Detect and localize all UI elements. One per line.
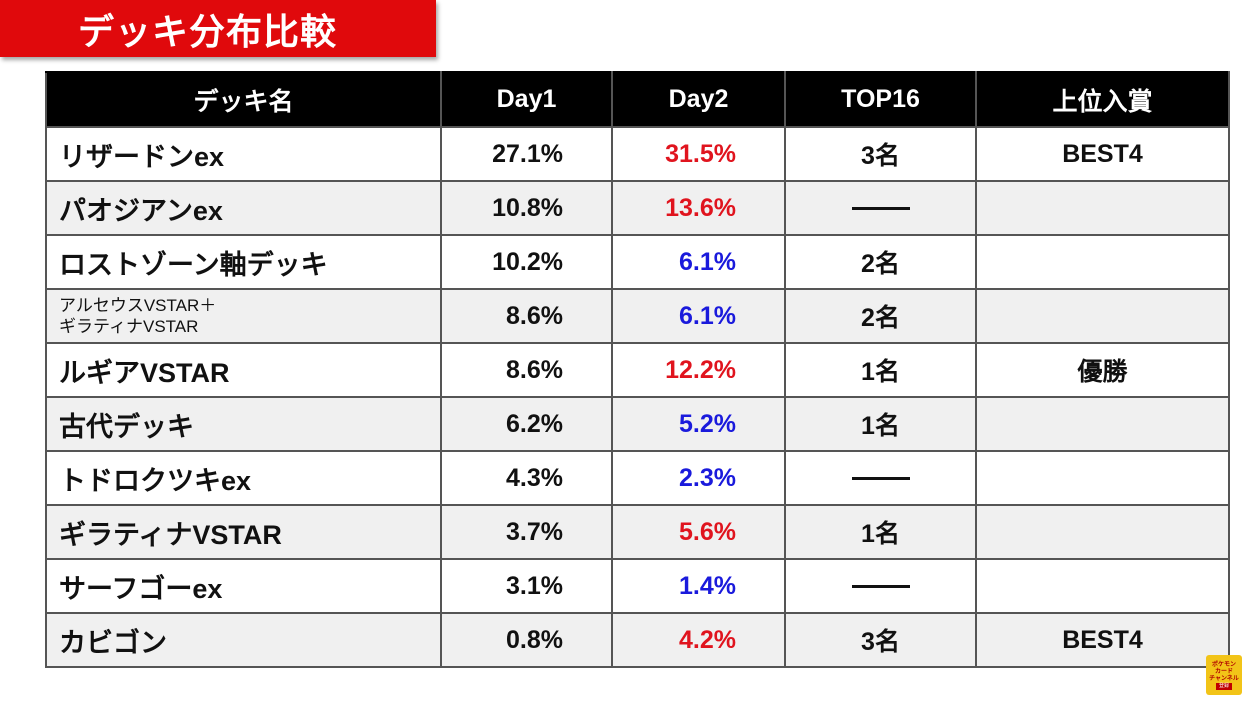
day2-cell: 1.4% bbox=[611, 558, 786, 614]
none-dash bbox=[851, 585, 910, 589]
prize-cell bbox=[975, 558, 1230, 614]
deck-name-cell: カビゴン bbox=[45, 612, 442, 668]
day2-cell: 31.5% bbox=[611, 126, 786, 182]
deck-name-cell: ギラティナVSTAR bbox=[45, 504, 442, 560]
day1-cell: 8.6% bbox=[440, 288, 613, 344]
table-row: パオジアンex 10.8% 13.6% bbox=[45, 180, 1230, 236]
deck-name-line: アルセウスVSTAR＋ bbox=[59, 296, 217, 315]
none-dash bbox=[851, 207, 910, 211]
top16-cell: 3名 bbox=[784, 612, 977, 668]
deck-name-cell: 古代デッキ bbox=[45, 396, 442, 452]
logo-text-line: ポケモン bbox=[1211, 660, 1236, 668]
deck-name-line: ギラティナVSTAR bbox=[59, 317, 199, 336]
day1-cell: 8.6% bbox=[440, 342, 613, 398]
day2-cell: 6.1% bbox=[611, 288, 786, 344]
logo-text-line: チャンネル bbox=[1209, 674, 1239, 682]
day2-cell: 4.2% bbox=[611, 612, 786, 668]
day1-cell: 3.1% bbox=[440, 558, 613, 614]
channel-logo[interactable]: ポケモン カード チャンネル 登録 bbox=[1206, 655, 1242, 695]
header-top16: TOP16 bbox=[784, 71, 977, 128]
day2-cell: 13.6% bbox=[611, 180, 786, 236]
top16-cell bbox=[784, 180, 977, 236]
day1-cell: 6.2% bbox=[440, 396, 613, 452]
top16-cell: 2名 bbox=[784, 288, 977, 344]
prize-cell: BEST4 bbox=[975, 612, 1230, 668]
top16-cell: 1名 bbox=[784, 342, 977, 398]
prize-cell bbox=[975, 288, 1230, 344]
header-deck-name: デッキ名 bbox=[45, 71, 442, 128]
day1-cell: 3.7% bbox=[440, 504, 613, 560]
header-prize: 上位入賞 bbox=[975, 71, 1230, 128]
table-row: リザードンex 27.1% 31.5% 3名 BEST4 bbox=[45, 126, 1230, 182]
deck-name-cell: アルセウスVSTAR＋ ギラティナVSTAR bbox=[45, 288, 442, 344]
table-row: カビゴン 0.8% 4.2% 3名 BEST4 bbox=[45, 612, 1230, 668]
table-row: アルセウスVSTAR＋ ギラティナVSTAR 8.6% 6.1% 2名 bbox=[45, 288, 1230, 344]
page-title: デッキ分布比較 bbox=[78, 11, 338, 53]
day2-cell: 5.6% bbox=[611, 504, 786, 560]
top16-cell: 3名 bbox=[784, 126, 977, 182]
none-dash bbox=[851, 477, 910, 481]
prize-cell bbox=[975, 180, 1230, 236]
deck-name-cell: パオジアンex bbox=[45, 180, 442, 236]
day1-cell: 0.8% bbox=[440, 612, 613, 668]
table-row: ルギアVSTAR 8.6% 12.2% 1名 優勝 bbox=[45, 342, 1230, 398]
deck-name-cell: トドロクツキex bbox=[45, 450, 442, 506]
day1-cell: 10.2% bbox=[440, 234, 613, 290]
prize-cell bbox=[975, 450, 1230, 506]
table-row: トドロクツキex 4.3% 2.3% bbox=[45, 450, 1230, 506]
top16-cell: 1名 bbox=[784, 396, 977, 452]
prize-cell: BEST4 bbox=[975, 126, 1230, 182]
day1-cell: 10.8% bbox=[440, 180, 613, 236]
deck-name-cell: ロストゾーン軸デッキ bbox=[45, 234, 442, 290]
table-row: ギラティナVSTAR 3.7% 5.6% 1名 bbox=[45, 504, 1230, 560]
top16-cell: 1名 bbox=[784, 504, 977, 560]
top16-cell bbox=[784, 558, 977, 614]
deck-name-cell: サーフゴーex bbox=[45, 558, 442, 614]
table-row: 古代デッキ 6.2% 5.2% 1名 bbox=[45, 396, 1230, 452]
header-day1: Day1 bbox=[440, 71, 613, 128]
header-day2: Day2 bbox=[611, 71, 786, 128]
prize-cell bbox=[975, 504, 1230, 560]
table-row: ロストゾーン軸デッキ 10.2% 6.1% 2名 bbox=[45, 234, 1230, 290]
top16-cell: 2名 bbox=[784, 234, 977, 290]
prize-cell bbox=[975, 396, 1230, 452]
deck-distribution-table-wrapper: デッキ名 Day1 Day2 TOP16 上位入賞 リザードンex 27.1% … bbox=[45, 71, 1230, 668]
day1-cell: 27.1% bbox=[440, 126, 613, 182]
prize-cell bbox=[975, 234, 1230, 290]
top16-cell bbox=[784, 450, 977, 506]
logo-text-line: カード bbox=[1214, 667, 1233, 675]
day2-cell: 12.2% bbox=[611, 342, 786, 398]
day2-cell: 5.2% bbox=[611, 396, 786, 452]
table-row: サーフゴーex 3.1% 1.4% bbox=[45, 558, 1230, 614]
title-banner: デッキ分布比較 bbox=[0, 0, 436, 57]
deck-name-cell: ルギアVSTAR bbox=[45, 342, 442, 398]
deck-distribution-table: デッキ名 Day1 Day2 TOP16 上位入賞 リザードンex 27.1% … bbox=[45, 71, 1230, 668]
prize-cell: 優勝 bbox=[975, 342, 1230, 398]
day1-cell: 4.3% bbox=[440, 450, 613, 506]
day2-cell: 6.1% bbox=[611, 234, 786, 290]
table-header-row: デッキ名 Day1 Day2 TOP16 上位入賞 bbox=[45, 71, 1230, 128]
day2-cell: 2.3% bbox=[611, 450, 786, 506]
deck-name-cell: リザードンex bbox=[45, 126, 442, 182]
subscribe-tag: 登録 bbox=[1215, 682, 1232, 690]
